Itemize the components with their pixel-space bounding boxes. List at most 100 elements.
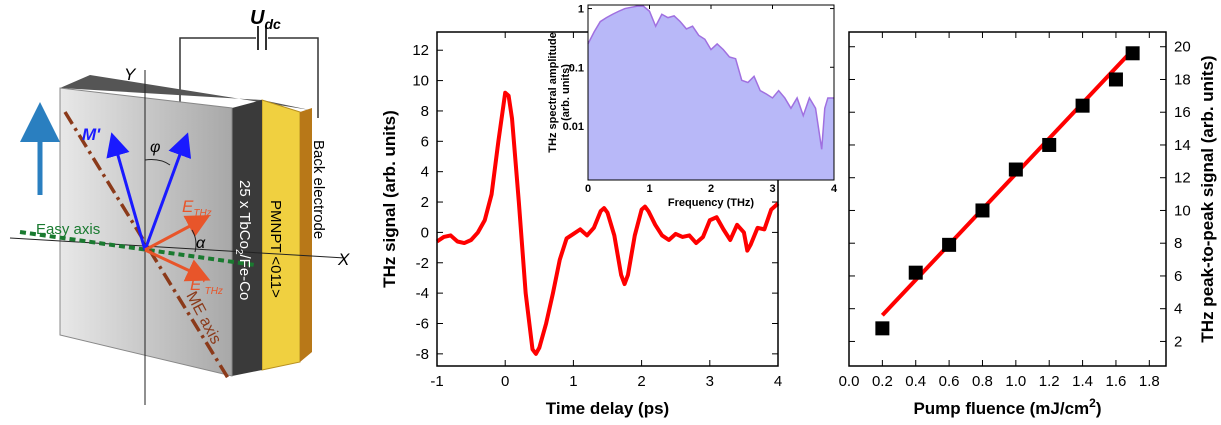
y-axis-label: (arb. units) — [560, 64, 572, 121]
data-area — [588, 6, 834, 180]
y-tick-label: -2 — [416, 255, 429, 272]
x-axis-line — [9, 237, 346, 259]
y-tick-label: 2 — [421, 194, 429, 211]
x-tick-label: 1.8 — [1139, 373, 1160, 390]
y-axis-label: THz spectral amplitude — [547, 32, 559, 152]
x-tick-label: 1.4 — [1072, 373, 1093, 390]
y-tick-label: 8 — [421, 103, 429, 120]
data-point — [1042, 137, 1057, 152]
easy-axis-label: Easy axis — [36, 221, 100, 238]
layers-label-sub: 2 — [233, 249, 244, 255]
y-tick-label: -6 — [416, 315, 429, 332]
y-tick-label: 4 — [421, 164, 429, 181]
x-tick-label: 4 — [831, 183, 838, 195]
e2-label-main: E' — [190, 275, 205, 294]
y-tick-label: 6 — [421, 133, 429, 150]
x-tick-label: 1 — [569, 373, 577, 390]
y-tick-label: 0 — [421, 224, 429, 241]
x-tick-label: 0.6 — [939, 373, 960, 390]
x-tick-label: 0 — [501, 373, 509, 390]
y-tick-label: 10 — [412, 73, 429, 90]
y-tick-label: 14 — [1174, 137, 1191, 154]
data-point — [975, 203, 990, 218]
voltage-label-sub: dc — [264, 16, 281, 32]
substrate-label: PMNPT <011> — [267, 200, 284, 298]
x-tick-label: 0.8 — [972, 373, 993, 390]
e2-label-sub: THz — [205, 286, 223, 297]
x-axis-label: Pump fluence (mJ/cm2) — [913, 396, 1101, 418]
y-tick-label: 16 — [1174, 104, 1191, 121]
voltage-label-main: U — [250, 7, 265, 29]
e2-label: E'THz — [190, 275, 223, 297]
front-face — [59, 87, 233, 377]
y-tick-label: 2 — [1174, 333, 1182, 350]
data-point — [1075, 98, 1090, 113]
x-axis-label-sup: 2 — [1089, 396, 1096, 410]
y-axis-label: THz peak-to-peak signal (arb. units) — [1198, 55, 1217, 342]
angle-arc — [191, 229, 197, 253]
x-tick-label: 1.2 — [1039, 373, 1060, 390]
x-tick-label: 0 — [585, 183, 591, 195]
chart: 0 1 2 3 4 0.01 0.1 1 Frequency (THz) THz spectral… — [547, 4, 838, 209]
data-point — [1008, 162, 1023, 177]
e-arrow — [144, 248, 211, 282]
x-tick-label: 4 — [774, 373, 782, 390]
x-axis-label: Time delay (ps) — [546, 399, 669, 418]
data-line — [435, 90, 780, 356]
alpha-label: α — [196, 235, 206, 252]
top-face — [60, 75, 310, 110]
device-diagram: Udc Y X M' φ ETHz α E'THz Easy axis ME a… — [9, 7, 350, 405]
e-label: ETHz — [182, 197, 212, 219]
data-point — [908, 265, 923, 280]
e-arrow — [144, 215, 211, 252]
data-point — [875, 321, 890, 336]
data-point — [942, 237, 957, 252]
x-tick-label: 2 — [708, 183, 714, 195]
layers-label-b: /Fe-Co — [236, 255, 253, 301]
phi-label: φ — [150, 139, 160, 156]
data-point — [1125, 46, 1140, 61]
data-line — [587, 5, 834, 150]
plot-frame — [848, 31, 1167, 367]
back-electrode — [300, 108, 312, 362]
y-tick-label: 6 — [1174, 268, 1182, 285]
plot-frame — [587, 4, 835, 181]
wire — [179, 37, 256, 110]
y-tick-label: -4 — [416, 285, 429, 302]
y-tick-label: 4 — [1174, 301, 1182, 318]
y-tick-label: 10 — [1174, 202, 1191, 219]
layers-label: 25 x TbCo2/Fe-Co — [233, 180, 253, 300]
y-tick-label: 12 — [1174, 170, 1191, 187]
x-tick-label: 1 — [646, 183, 652, 195]
y-axis-label: THz signal (arb. units) — [380, 110, 399, 288]
m-arrow — [106, 132, 147, 251]
x-axis-label: Frequency (THz) — [668, 197, 755, 209]
voltage-label: Udc — [250, 7, 281, 32]
e-label-main: E — [182, 197, 194, 216]
y-tick-label: 8 — [1174, 235, 1182, 252]
electrode-label: Back electrode — [310, 140, 327, 239]
fit-line — [880, 48, 1135, 317]
plot-area — [849, 32, 1166, 366]
wire — [268, 37, 319, 118]
x-tick-label: 0.0 — [839, 373, 860, 390]
x-axis-label: X — [337, 250, 350, 269]
x-tick-label: 0.4 — [905, 373, 926, 390]
data-point — [1108, 72, 1123, 87]
x-tick-label: 3 — [706, 373, 714, 390]
x-tick-label: 3 — [769, 183, 775, 195]
y-tick-label: 20 — [1174, 39, 1191, 56]
x-tick-label: -1 — [430, 373, 443, 390]
y-tick-label: 0.1 — [569, 62, 584, 74]
side-face — [232, 100, 262, 376]
angle-arc — [144, 159, 171, 166]
layers-label-a: 25 x TbCo — [236, 180, 253, 249]
x-axis-label-end: ) — [1096, 399, 1102, 418]
x-tick-label: 1.6 — [1106, 373, 1127, 390]
y-tick-label: -8 — [416, 346, 429, 363]
y-tick-label: 18 — [1174, 71, 1191, 88]
y-tick-label: 1 — [578, 4, 584, 16]
chart: 0.0 0.2 0.4 0.6 0.8 1.0 1.2 1.4 1.6 1.8 2 4 6 8 10 12 14… — [839, 31, 1217, 418]
